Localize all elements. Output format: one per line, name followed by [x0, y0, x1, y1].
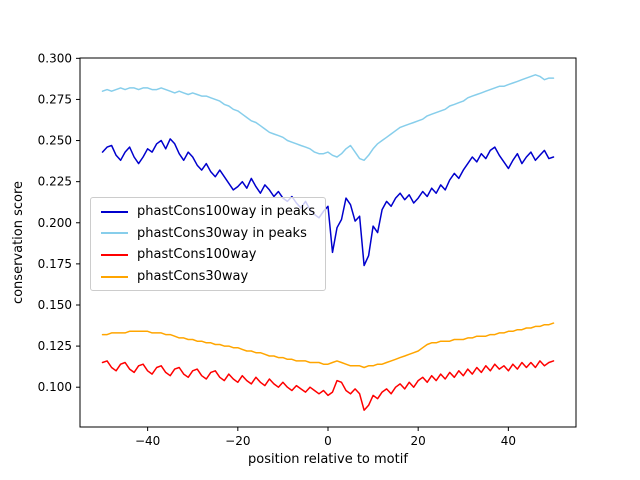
- x-tick-label: 0: [324, 434, 332, 448]
- y-tick-label: 0.125: [38, 339, 72, 353]
- y-tick-label: 0.100: [38, 380, 72, 394]
- legend-item: phastCons100way: [101, 247, 315, 263]
- series-line: [101, 138, 555, 267]
- legend-line-sample: [101, 253, 128, 256]
- x-tick-label: −40: [135, 434, 160, 448]
- series-line: [101, 322, 555, 369]
- y-tick-label: 0.250: [38, 134, 72, 148]
- legend-label: phastCons100way: [137, 247, 257, 263]
- y-tick-label: 0.275: [38, 92, 72, 106]
- series-line: [101, 74, 555, 162]
- y-tick-label: 0.225: [38, 175, 72, 189]
- x-axis-label: position relative to motif: [248, 452, 408, 467]
- legend-item: phastCons100way in peaks: [101, 204, 315, 220]
- x-tick-label: 20: [411, 434, 426, 448]
- y-tick-label: 0.150: [38, 298, 72, 312]
- legend-item: phastCons30way in peaks: [101, 226, 315, 242]
- x-tick-label: 40: [501, 434, 516, 448]
- y-tick-label: 0.300: [38, 51, 72, 65]
- x-tick-label: −20: [225, 434, 250, 448]
- y-tick-label: 0.175: [38, 257, 72, 271]
- legend: phastCons100way in peaks phastCons30way i…: [90, 197, 327, 292]
- legend-label: phastCons100way in peaks: [137, 204, 316, 219]
- legend-line-sample: [101, 232, 128, 235]
- legend-line-sample: [101, 275, 128, 278]
- y-tick-label: 0.200: [38, 216, 72, 230]
- legend-line-sample: [101, 210, 128, 213]
- legend-item: phastCons30way: [101, 269, 315, 285]
- legend-label: phastCons30way: [137, 268, 249, 284]
- series-line: [101, 360, 555, 411]
- y-axis-label: conservation score: [11, 181, 26, 304]
- legend-label: phastCons30way in peaks: [137, 225, 307, 241]
